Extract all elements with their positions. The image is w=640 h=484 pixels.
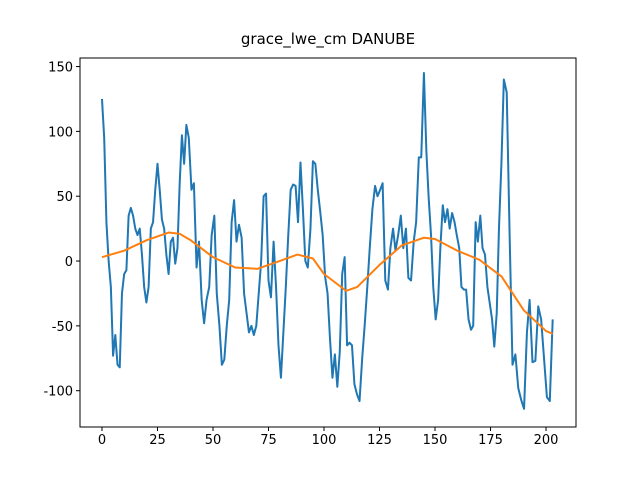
x-tick-label: 100 [312, 433, 337, 448]
y-tick-label: 150 [48, 61, 73, 76]
y-tick-label: 100 [48, 125, 73, 140]
x-tick-label: 75 [260, 433, 277, 448]
x-tick-label: 125 [367, 433, 392, 448]
x-tick-label: 200 [534, 433, 559, 448]
y-tick-label: 0 [65, 255, 73, 270]
x-tick-label: 50 [205, 433, 222, 448]
line-series [100, 72, 554, 410]
line-series [101, 231, 554, 335]
x-tick-label: 150 [423, 433, 448, 448]
y-tick-label: -50 [52, 320, 73, 335]
chart-title: grace_lwe_cm DANUBE [241, 30, 415, 49]
x-tick-label: 175 [478, 433, 503, 448]
x-tick-label: 25 [149, 433, 166, 448]
y-tick-label: -100 [43, 385, 73, 400]
y-tick-label: 50 [56, 190, 73, 205]
axes-frame [79, 57, 577, 428]
x-tick-label: 0 [98, 433, 106, 448]
